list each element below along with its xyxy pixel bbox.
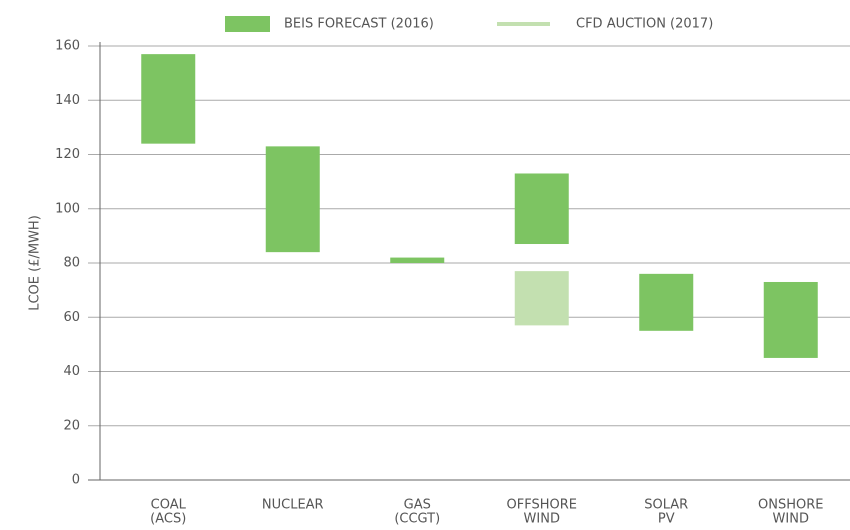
x-tick-label: SOLAR	[644, 498, 688, 513]
legend-swatch	[497, 22, 550, 26]
bar	[390, 257, 445, 263]
legend-swatch	[225, 16, 270, 32]
y-tick-label: 0	[72, 473, 80, 488]
x-tick-label: (ACS)	[150, 512, 186, 527]
bar	[763, 281, 818, 358]
x-tick-label: COAL	[151, 498, 187, 513]
x-tick-label: (CCGT)	[394, 512, 440, 527]
x-tick-label: NUCLEAR	[262, 498, 324, 513]
y-tick-label: 40	[63, 364, 80, 379]
x-tick-label: PV	[658, 512, 675, 527]
bar	[265, 146, 320, 253]
x-tick-label: OFFSHORE	[507, 498, 577, 513]
y-tick-label: 20	[63, 418, 80, 433]
y-tick-label: 60	[63, 310, 80, 325]
x-tick-label: WIND	[773, 512, 809, 527]
y-tick-label: 80	[63, 256, 80, 271]
y-tick-label: 120	[55, 147, 80, 162]
x-tick-label: GAS	[404, 498, 431, 513]
bar	[514, 271, 569, 326]
bar	[514, 173, 569, 245]
y-axis-title: LCOE (£/MWH)	[28, 215, 43, 311]
y-tick-label: 100	[55, 201, 80, 216]
x-tick-label: WIND	[524, 512, 560, 527]
x-tick-label: ONSHORE	[758, 498, 823, 513]
y-tick-label: 140	[55, 93, 80, 108]
legend-label: CFD AUCTION (2017)	[576, 17, 713, 32]
bar	[639, 273, 694, 331]
y-tick-label: 160	[55, 39, 80, 54]
bar	[141, 54, 196, 144]
legend-label: BEIS FORECAST (2016)	[284, 17, 434, 32]
